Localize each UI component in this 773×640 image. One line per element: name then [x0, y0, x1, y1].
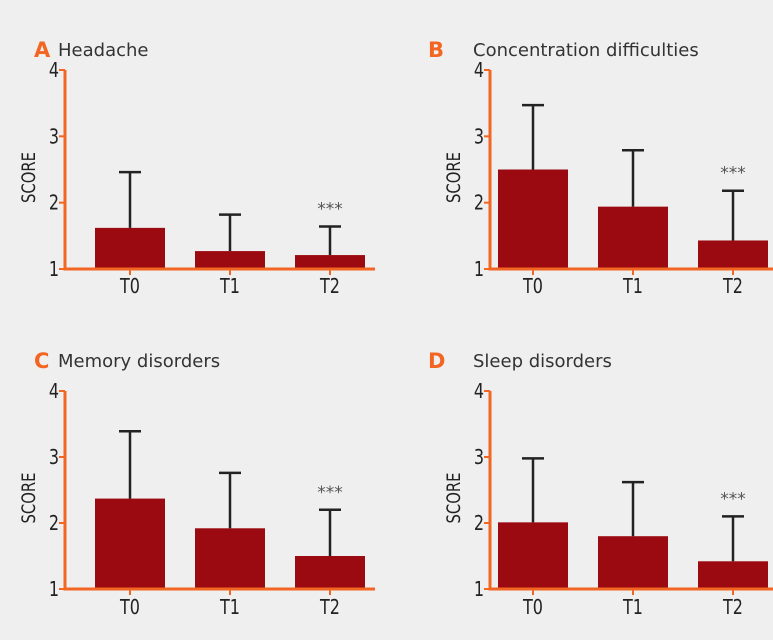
y-tick-label: 3 — [49, 446, 59, 469]
significance-marker: *** — [317, 483, 343, 503]
panel-letter: B — [428, 38, 444, 62]
y-tick-label: 4 — [474, 59, 484, 82]
y-axis-label: SCORE — [18, 152, 40, 203]
chart-title: Headache — [58, 40, 148, 61]
bar-t0 — [95, 498, 165, 589]
significance-marker: *** — [317, 200, 343, 220]
chart-panel-c: C Memory disorders SCORE 1 2 3 4 T0 T1 T2 *** — [18, 349, 375, 620]
y-tick-label: 1 — [474, 578, 484, 601]
x-tick-label: T0 — [522, 596, 543, 619]
panel-letter: A — [34, 38, 51, 62]
significance-marker: *** — [720, 489, 746, 509]
x-tick-label: T1 — [219, 275, 240, 298]
bar-t2 — [698, 561, 768, 589]
x-tick-label: T1 — [219, 596, 240, 619]
y-axis-label: SCORE — [443, 472, 465, 523]
y-tick-label: 3 — [474, 446, 484, 469]
bar-t0 — [498, 169, 568, 269]
y-tick-label: 2 — [474, 512, 484, 535]
y-axis-label: SCORE — [443, 152, 465, 203]
y-tick-label: 4 — [49, 59, 59, 82]
y-tick-label: 2 — [474, 192, 484, 215]
x-tick-label: T0 — [119, 596, 140, 619]
y-tick-label: 1 — [49, 258, 59, 281]
chart-title: Concentration difficulties — [473, 40, 699, 61]
x-tick-label: T1 — [622, 275, 643, 298]
y-axis-label: SCORE — [18, 472, 40, 523]
chart-panel-a: A Headache SCORE 1 2 3 4 T0 T1 T2 *** — [18, 38, 375, 299]
bar-t0 — [498, 522, 568, 589]
x-tick-label: T2 — [319, 596, 340, 619]
bar-t1 — [598, 536, 668, 589]
x-tick-label: T0 — [119, 275, 140, 298]
bar-t0 — [95, 227, 165, 269]
bar-t2 — [698, 240, 768, 269]
x-tick-label: T2 — [319, 275, 340, 298]
chart-panel-b: B Concentration difficulties SCORE 1 2 3 4 T0 T1… — [428, 38, 773, 299]
chart-panel-d: D Sleep disorders SCORE 1 2 3 4 T0 T1 T2 *** — [428, 349, 773, 620]
y-tick-label: 3 — [49, 126, 59, 149]
bar-t1 — [195, 528, 265, 589]
bar-t1 — [195, 251, 265, 269]
y-tick-label: 3 — [474, 126, 484, 149]
x-tick-label: T2 — [722, 275, 743, 298]
y-tick-label: 2 — [49, 512, 59, 535]
bar-t2 — [295, 255, 365, 269]
panel-letter: D — [428, 349, 445, 373]
bar-t2 — [295, 556, 365, 589]
chart-title: Memory disorders — [58, 351, 220, 372]
x-tick-label: T2 — [722, 596, 743, 619]
y-tick-label: 1 — [474, 258, 484, 281]
y-tick-label: 4 — [49, 380, 59, 403]
panel-letter: C — [34, 349, 49, 373]
bar-t1 — [598, 206, 668, 269]
chart-title: Sleep disorders — [473, 351, 612, 372]
y-tick-label: 2 — [49, 192, 59, 215]
significance-marker: *** — [720, 164, 746, 184]
x-tick-label: T1 — [622, 596, 643, 619]
y-tick-label: 1 — [49, 578, 59, 601]
x-tick-label: T0 — [522, 275, 543, 298]
y-tick-label: 4 — [474, 380, 484, 403]
